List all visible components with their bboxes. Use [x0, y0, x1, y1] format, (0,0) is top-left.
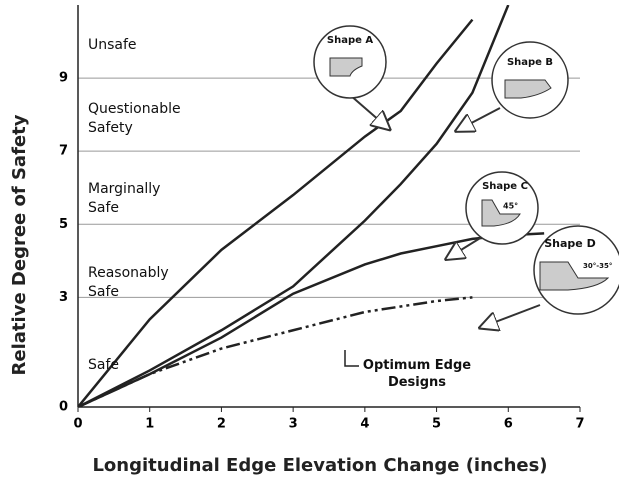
annotation: Shape B — [507, 57, 553, 68]
annotation: 30°-35° — [583, 262, 612, 270]
x-tick-label: 3 — [289, 417, 298, 432]
y-tick-label: 7 — [59, 144, 68, 159]
annotation: Optimum Edge Designs — [362, 357, 472, 391]
annotation: Shape A — [327, 35, 373, 46]
chart: Relative Degree of Safety Longitudinal E… — [0, 0, 619, 484]
zone-label: Questionable Safety — [88, 100, 198, 138]
y-tick-label: 9 — [59, 71, 68, 86]
x-tick-label: 2 — [217, 417, 226, 432]
zone-label: Reasonably Safe — [88, 264, 178, 302]
y-tick-label: 0 — [59, 400, 68, 415]
x-tick-label: 5 — [432, 417, 441, 432]
annotation: 45° — [503, 202, 518, 211]
x-tick-label: 6 — [504, 417, 513, 432]
zone-label: Marginally Safe — [88, 180, 178, 218]
y-tick-label: 5 — [59, 217, 68, 232]
zone-label: Safe — [88, 356, 198, 375]
x-axis-label: Longitudinal Edge Elevation Change (inch… — [92, 455, 547, 476]
page: Relative Degree of Safety Longitudinal E… — [0, 0, 619, 484]
annotation: Shape D — [544, 237, 595, 250]
x-tick-label: 7 — [575, 417, 584, 432]
x-tick-label: 0 — [73, 417, 82, 432]
x-tick-label: 4 — [360, 417, 369, 432]
shape-insets: Shape A Shape B Shape C 45° Shape D 30°-… — [314, 26, 619, 366]
annotation: Shape C — [482, 181, 528, 192]
zone-label: Unsafe — [88, 36, 198, 55]
x-tick-label: 1 — [145, 417, 154, 432]
y-tick-label: 3 — [59, 290, 68, 305]
y-axis-label: Relative Degree of Safety — [9, 114, 30, 375]
